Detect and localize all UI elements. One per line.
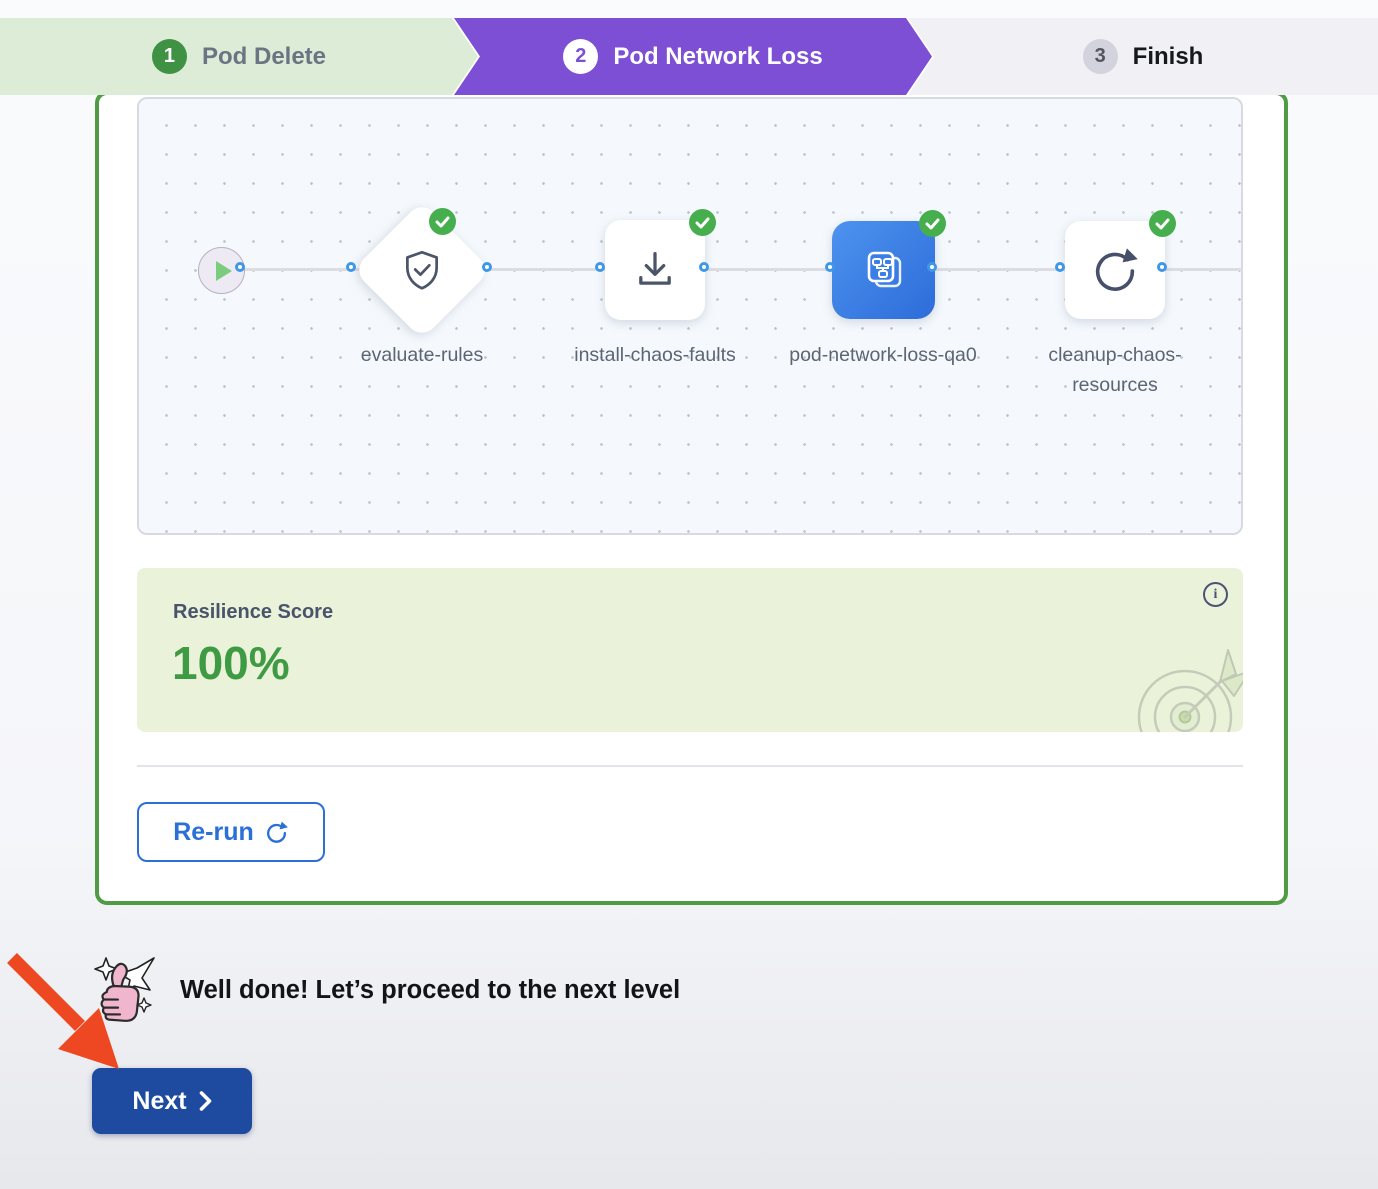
check-icon xyxy=(695,217,710,228)
node-evaluate-rules[interactable] xyxy=(352,200,492,340)
connector-dot xyxy=(594,261,605,272)
step-finish[interactable]: 3 Finish xyxy=(908,18,1378,95)
step-pod-network-loss[interactable]: 2 Pod Network Loss xyxy=(454,18,932,95)
download-icon xyxy=(639,252,671,285)
panel-divider xyxy=(137,765,1243,767)
node-cleanup-chaos-resources[interactable] xyxy=(1065,221,1165,319)
step-label: Finish xyxy=(1132,42,1204,70)
node-label: install-chaos-faults xyxy=(574,344,736,366)
step-number-badge: 2 xyxy=(563,39,598,74)
next-button-label: Next xyxy=(132,1086,187,1115)
play-icon xyxy=(216,260,232,281)
step-number-badge: 1 xyxy=(152,39,187,74)
refresh-icon xyxy=(1095,248,1138,291)
node-install-chaos-faults[interactable] xyxy=(605,220,705,320)
check-icon xyxy=(925,218,940,229)
refresh-icon xyxy=(266,821,288,843)
step-pod-delete[interactable]: 1 Pod Delete xyxy=(0,18,478,95)
target-dart-illustration xyxy=(1137,649,1243,732)
connector-dot xyxy=(824,261,835,272)
resilience-score-value: 100% xyxy=(172,637,290,689)
next-button[interactable]: Next xyxy=(92,1068,252,1134)
resilience-score-title: Resilience Score xyxy=(173,601,334,623)
info-icon[interactable]: i xyxy=(1203,582,1228,607)
node-label: evaluate-rules xyxy=(360,344,484,366)
connector-dot xyxy=(481,261,492,272)
step-number-badge: 3 xyxy=(1082,39,1118,74)
node-pod-network-loss-qa0[interactable] xyxy=(832,221,935,319)
rerun-button[interactable]: Re-run xyxy=(137,802,325,862)
step-label: Pod Network Loss xyxy=(613,42,823,70)
check-icon xyxy=(1155,218,1170,229)
thumbs-up-sparkles-icon xyxy=(94,957,155,1022)
connector-dot xyxy=(234,261,245,272)
connector-dot xyxy=(345,261,356,272)
node-label: pod-network-loss-qa0 xyxy=(789,344,977,366)
success-badge xyxy=(689,209,716,236)
success-badge xyxy=(919,210,946,237)
step-label: Pod Delete xyxy=(201,42,327,70)
chaos-experiment-icon xyxy=(867,251,901,288)
success-badge xyxy=(429,208,456,235)
connector-dot xyxy=(926,261,937,272)
chevron-right-icon xyxy=(199,1091,211,1111)
connector-dot xyxy=(698,261,709,272)
node-label: cleanup-chaos-resources xyxy=(1048,344,1182,396)
connector-dot xyxy=(1156,261,1167,272)
check-icon xyxy=(435,216,450,227)
resilience-score-card: Resilience Score 100% i xyxy=(137,568,1243,732)
success-badge xyxy=(1149,210,1176,237)
connector-dot xyxy=(1054,261,1065,272)
rerun-button-label: Re-run xyxy=(173,817,254,846)
shield-check-icon xyxy=(406,250,438,290)
success-message: Well done! Let’s proceed to the next lev… xyxy=(180,976,681,1004)
pipeline-connector-line xyxy=(221,268,1243,271)
